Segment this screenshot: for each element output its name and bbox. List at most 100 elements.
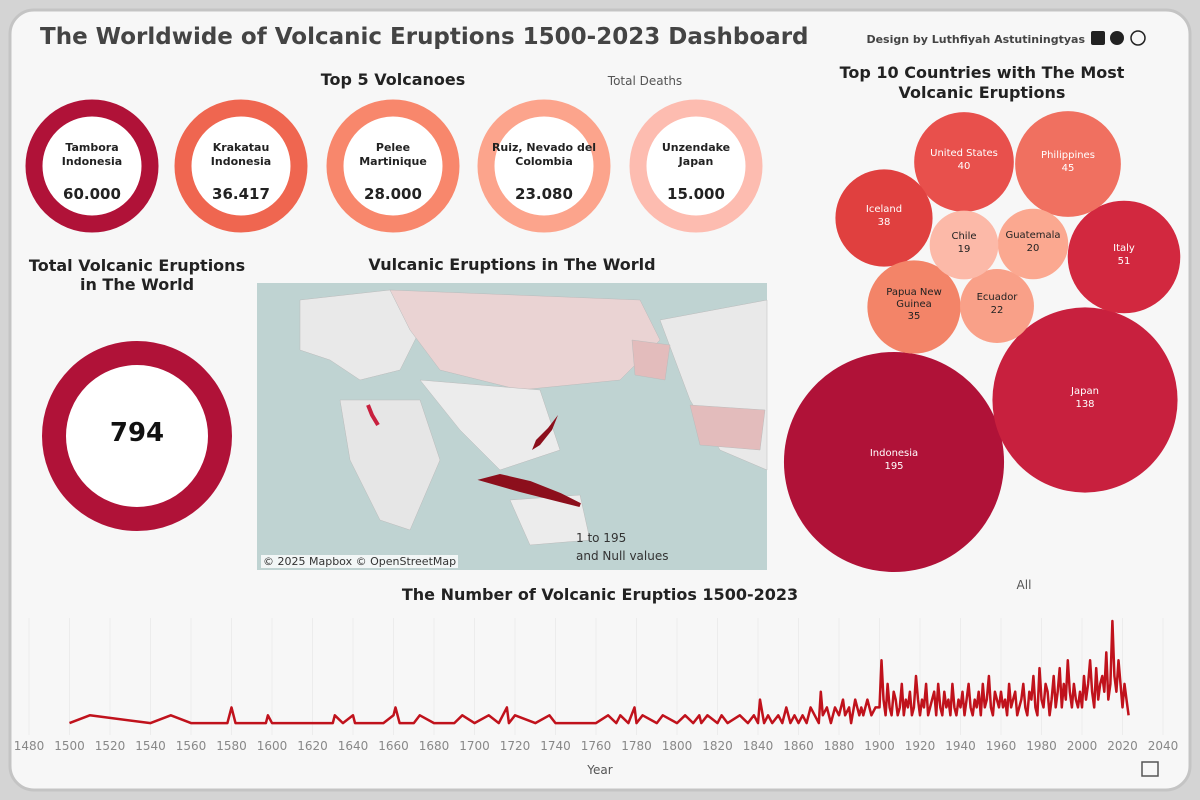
x-tick-label: 1500	[54, 739, 85, 753]
land	[339, 399, 441, 531]
volcano-country: Indonesia	[61, 155, 123, 168]
bubble-label: Iceland	[865, 204, 903, 215]
dashboard-title: The Worldwide of Volcanic Eruptions 1500…	[40, 24, 809, 50]
bubble	[929, 210, 999, 280]
map-attribution: © 2025 Mapbox © OpenStreetMap	[261, 555, 459, 568]
filter-label: All	[1016, 578, 1032, 592]
x-tick-label: 1600	[257, 739, 288, 753]
bubble-label: Italy	[1113, 243, 1135, 254]
volcano-name: Unzendake	[661, 141, 731, 154]
indonesia	[477, 473, 581, 507]
bubble-value: 35	[907, 311, 921, 322]
linkedin-icon[interactable]	[1091, 31, 1105, 45]
x-tick-label: 1860	[783, 739, 814, 753]
bubble-label: Japan	[1071, 386, 1099, 397]
web-icon[interactable]	[1130, 30, 1146, 46]
value-label: 23.080	[515, 185, 573, 203]
donut-ring	[326, 99, 460, 233]
x-tick-label: 1960	[986, 739, 1017, 753]
x-tick-label: 1640	[338, 739, 369, 753]
italy	[366, 404, 380, 427]
x-tick-label: 2040	[1148, 739, 1179, 753]
chart-title: Vulcanic Eruptions in The World	[368, 255, 656, 274]
land	[631, 339, 671, 381]
x-axis-label: Year	[587, 763, 613, 777]
bubble	[1015, 111, 1121, 217]
bubble-label: Guatemala	[1005, 230, 1061, 241]
japan	[532, 415, 558, 450]
x-tick-label: 1920	[905, 739, 936, 753]
x-tick-label: 1800	[662, 739, 693, 753]
x-tick-label: 1560	[176, 739, 207, 753]
chart-title: Total Volcanic Eruptions in The World	[28, 256, 246, 294]
x-tick-label: 1780	[621, 739, 652, 753]
x-tick-label: 1740	[540, 739, 571, 753]
bubble-value: 19	[957, 244, 971, 255]
bubble	[1067, 200, 1181, 314]
x-tick-label: 1620	[297, 739, 328, 753]
bubble-label: Ecuador	[976, 292, 1018, 303]
bubble-value: 20	[1026, 243, 1040, 254]
land	[689, 404, 766, 451]
volcano-name: Krakatau	[212, 141, 270, 154]
x-tick-label: 1480	[14, 739, 45, 753]
x-tick-label: 2020	[1107, 739, 1138, 753]
volcano-name: Ruiz, Nevado del	[491, 141, 597, 154]
map-legend: 1 to 195	[576, 531, 627, 545]
x-tick-label: 1660	[378, 739, 409, 753]
github-icon[interactable]	[1110, 31, 1124, 45]
bubble-value: 51	[1117, 256, 1131, 267]
bubble	[867, 260, 961, 354]
map-legend: and Null values	[576, 549, 669, 563]
x-tick-label: 1680	[419, 739, 450, 753]
bubble-value: 45	[1061, 163, 1075, 174]
x-tick-label: 1880	[824, 739, 855, 753]
bubble-value: 22	[990, 305, 1004, 316]
bubble-value: 38	[877, 217, 891, 228]
volcano-country: Colombia	[515, 155, 573, 168]
x-tick-label: 1940	[945, 739, 976, 753]
volcano-country: Indonesia	[210, 155, 272, 168]
x-tick-label: 1760	[581, 739, 612, 753]
x-tick-label: 1720	[500, 739, 531, 753]
kpi-ring	[42, 341, 232, 531]
x-tick-label: 1580	[216, 739, 247, 753]
credit: Design by Luthfiyah Astutiningtyas	[866, 33, 1085, 46]
bubble-label: Philippines	[1041, 150, 1095, 161]
donut-ring	[174, 99, 308, 233]
donut-ring	[477, 99, 611, 233]
bubble-value: 138	[1075, 399, 1095, 410]
value-label: 36.417	[212, 185, 270, 203]
volcano-name: Tambora	[65, 141, 119, 154]
bubble	[992, 307, 1178, 493]
land	[419, 379, 561, 471]
donut-ring	[629, 99, 763, 233]
x-tick-label: 1540	[135, 739, 166, 753]
x-tick-label: 1700	[459, 739, 490, 753]
chart-title: The Number of Volcanic Eruptios 1500-202…	[401, 585, 799, 604]
value-label: 60.000	[63, 185, 121, 203]
chart-title: Top 10 Countries with The Most Volcanic …	[839, 63, 1125, 102]
x-tick-label: 1900	[864, 739, 895, 753]
volcano-name: Pelee	[375, 141, 411, 154]
x-tick-label: 1520	[95, 739, 126, 753]
bubble-value: 40	[957, 161, 971, 172]
bubble	[914, 112, 1014, 212]
value-label: 15.000	[667, 185, 725, 203]
x-tick-label: 1980	[1026, 739, 1057, 753]
value-label: 28.000	[364, 185, 422, 203]
bubble-label: Chile	[951, 231, 977, 242]
chart-title: Top 5 Volcanoes	[320, 70, 466, 89]
bubble	[783, 351, 1005, 573]
bubble-label: Papua New Guinea	[886, 287, 942, 310]
series-line	[69, 619, 1130, 725]
x-tick-label: 1840	[743, 739, 774, 753]
volcano-country: Japan	[678, 155, 714, 168]
land	[389, 289, 661, 391]
image-icon[interactable]	[1141, 761, 1159, 777]
donut-ring	[25, 99, 159, 233]
bubble	[997, 208, 1069, 280]
bubble-label: Indonesia	[869, 448, 919, 459]
